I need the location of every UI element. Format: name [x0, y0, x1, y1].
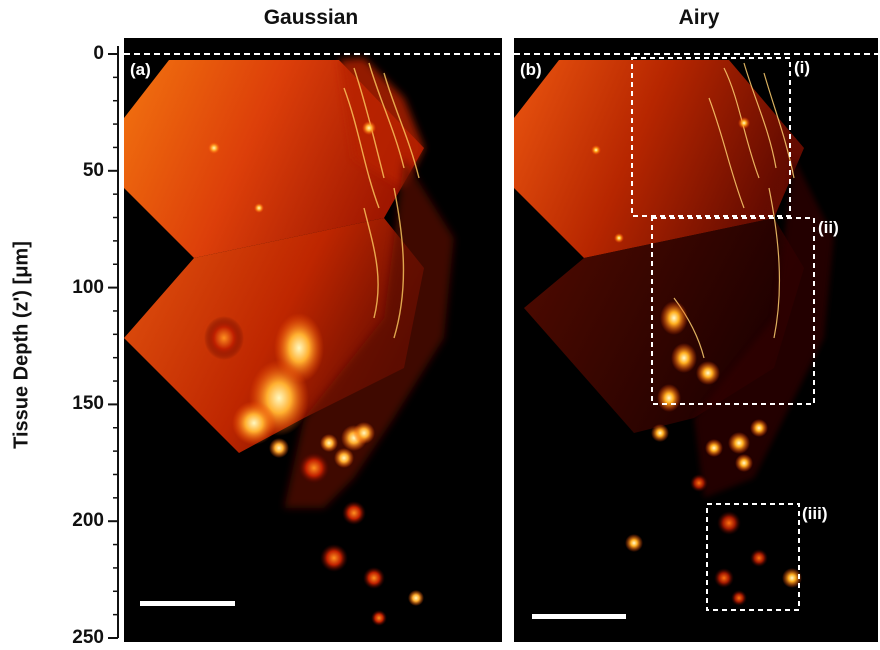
- roi-box-ii: [651, 217, 815, 405]
- airy-image-panel: (b) (i) (ii) (iii): [514, 38, 878, 642]
- panel-label-b: (b): [520, 60, 542, 79]
- roi-box-i: [631, 57, 791, 217]
- roi-box-iii: [706, 503, 800, 611]
- gaussian-microscopy-image: [124, 53, 502, 626]
- scale-bar-a: [140, 601, 235, 606]
- y-axis: [108, 46, 119, 639]
- y-tick-label: 200: [72, 510, 104, 532]
- roi-label-i: (i): [794, 58, 811, 77]
- roi-label-iii: (iii): [802, 504, 828, 523]
- scale-bar-b: [532, 614, 626, 619]
- y-tick-label: 50: [82, 159, 104, 181]
- panel-label-a: (a): [130, 60, 151, 79]
- y-tick-label: 150: [72, 393, 104, 415]
- airy-title: Airy: [678, 6, 720, 29]
- y-tick-label: 250: [72, 627, 104, 648]
- gaussian-title: Gaussian: [263, 6, 359, 29]
- y-tick-label: 100: [72, 276, 104, 298]
- roi-label-ii: (ii): [818, 218, 839, 237]
- y-tick-label: 0: [93, 43, 104, 64]
- airy-microscopy-image: [514, 53, 878, 619]
- gaussian-image-panel: (a): [124, 38, 502, 642]
